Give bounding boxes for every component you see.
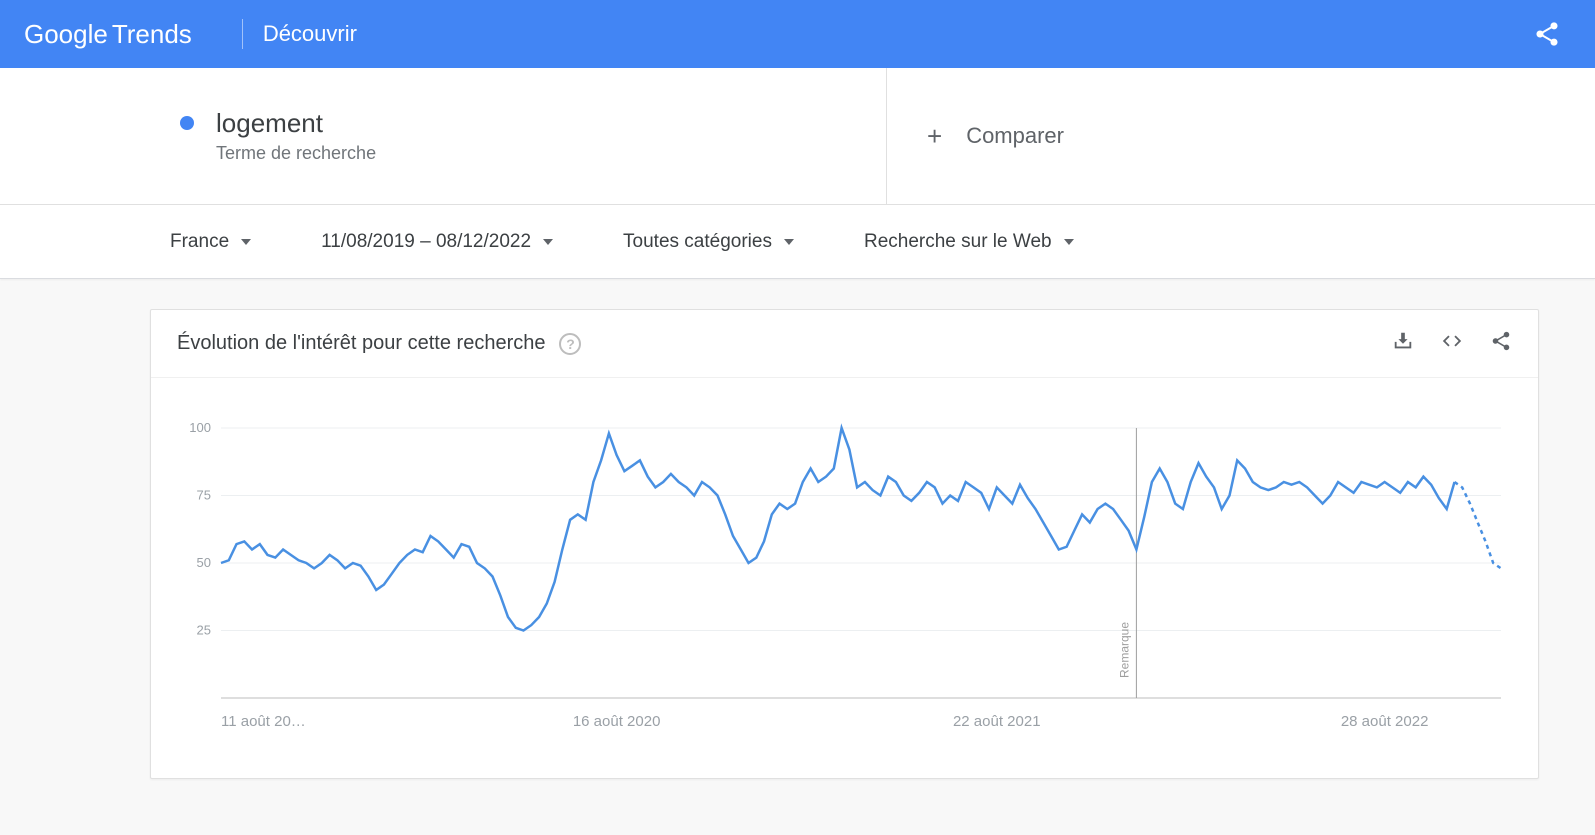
filter-category-label: Toutes catégories <box>623 231 772 253</box>
content-area: Évolution de l'intérêt pour cette recher… <box>0 279 1595 819</box>
svg-text:75: 75 <box>197 488 211 503</box>
svg-text:25: 25 <box>197 623 211 638</box>
search-term-subtitle: Terme de recherche <box>216 143 838 164</box>
filter-daterange-label: 11/08/2019 – 08/12/2022 <box>321 231 531 253</box>
header-divider <box>242 19 243 49</box>
chevron-down-icon <box>241 239 251 245</box>
svg-text:28 août 2022: 28 août 2022 <box>1341 713 1429 730</box>
chevron-down-icon <box>784 239 794 245</box>
svg-text:22 août 2021: 22 août 2021 <box>953 713 1041 730</box>
download-icon[interactable] <box>1392 330 1414 357</box>
svg-text:100: 100 <box>189 420 211 435</box>
search-compare-row: logement Terme de recherche + Comparer <box>0 68 1595 205</box>
search-term-box[interactable]: logement Terme de recherche <box>0 68 886 204</box>
logo[interactable]: Google Trends <box>24 19 192 50</box>
svg-text:16 août 2020: 16 août 2020 <box>573 713 661 730</box>
chart-card: Évolution de l'intérêt pour cette recher… <box>150 309 1539 779</box>
svg-text:50: 50 <box>197 555 211 570</box>
svg-text:Remarque: Remarque <box>1117 622 1131 678</box>
chart-card-header: Évolution de l'intérêt pour cette recher… <box>151 310 1538 378</box>
plus-icon: + <box>927 121 942 152</box>
filter-daterange[interactable]: 11/08/2019 – 08/12/2022 <box>321 231 553 253</box>
term-color-dot <box>180 116 194 130</box>
compare-label: Comparer <box>966 123 1064 149</box>
compare-button[interactable]: + Comparer <box>887 68 1595 204</box>
filter-searchtype-label: Recherche sur le Web <box>864 231 1052 253</box>
line-chart: 25 50 75 100 Remarque 11 août 20… 16 août 2020… <box>171 418 1511 748</box>
share-chart-icon[interactable] <box>1490 330 1512 357</box>
filter-bar: France 11/08/2019 – 08/12/2022 Toutes ca… <box>0 205 1595 279</box>
app-header: Google Trends Découvrir <box>0 0 1595 68</box>
filter-region-label: France <box>170 231 229 253</box>
chevron-down-icon <box>1064 239 1074 245</box>
logo-trends-text: Trends <box>112 19 192 50</box>
filter-region[interactable]: France <box>170 231 251 253</box>
help-icon[interactable]: ? <box>559 333 581 355</box>
chevron-down-icon <box>543 239 553 245</box>
logo-google-text: Google <box>24 19 108 50</box>
filter-searchtype[interactable]: Recherche sur le Web <box>864 231 1074 253</box>
search-term-name: logement <box>216 108 838 139</box>
svg-text:11 août 20…: 11 août 20… <box>221 713 306 730</box>
chart-title: Évolution de l'intérêt pour cette recher… <box>177 332 545 355</box>
share-icon[interactable] <box>1533 20 1561 53</box>
chart-body: 25 50 75 100 Remarque 11 août 20… 16 août 2020… <box>151 378 1538 778</box>
embed-icon[interactable] <box>1440 330 1464 357</box>
tab-discover[interactable]: Découvrir <box>263 21 357 47</box>
filter-category[interactable]: Toutes catégories <box>623 231 794 253</box>
